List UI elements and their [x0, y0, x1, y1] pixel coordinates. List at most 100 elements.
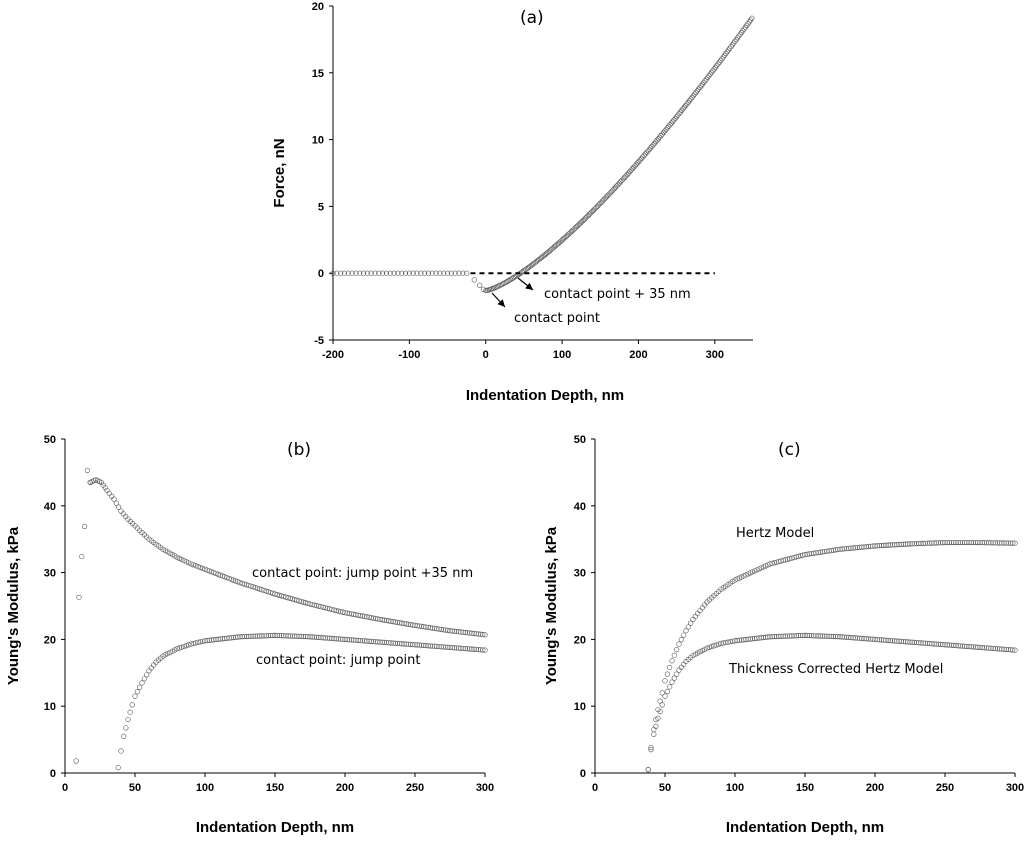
force-point [637, 157, 643, 163]
force-point [623, 173, 629, 179]
x-tick-label: 250 [406, 782, 424, 794]
force-point [719, 56, 725, 62]
force-point [338, 270, 344, 276]
x-tick-label: -200 [322, 349, 344, 361]
force-point [601, 197, 607, 203]
panel-b-points [73, 467, 488, 771]
x-tick-label: 0 [62, 782, 68, 794]
force-point [612, 184, 619, 190]
force-point [464, 270, 470, 276]
y-tick-label: 30 [44, 568, 56, 580]
force-point [659, 131, 665, 137]
force-point [668, 120, 674, 126]
x-tick-label: 100 [726, 782, 744, 794]
modulus-point [204, 567, 210, 573]
force-point [622, 174, 628, 180]
force-point [360, 270, 367, 276]
force-point [583, 215, 589, 221]
force-point [437, 270, 443, 276]
force-point [441, 270, 447, 276]
annotation-jump-point: contact point: jump point [256, 653, 421, 668]
force-point [448, 270, 454, 276]
force-point [658, 133, 664, 139]
arrow-contact-point [491, 292, 506, 308]
force-point [387, 270, 393, 276]
y-tick-label: 0 [50, 768, 56, 780]
modulus-point [226, 575, 232, 582]
modulus-point [1010, 647, 1016, 653]
modulus-point [137, 684, 143, 690]
modulus-point [222, 574, 228, 580]
panel-c-axes: 0 50 100 150 200 250 300 0 10 20 30 40 50 [574, 434, 1024, 794]
modulus-point [141, 676, 147, 682]
modulus-point [480, 647, 486, 653]
force-point [341, 270, 348, 276]
modulus-point [183, 559, 189, 565]
force-point [662, 128, 668, 134]
panel-b-ylabel: Young's Modulus, kPa [5, 526, 22, 685]
force-point [715, 61, 721, 67]
modulus-point [667, 664, 673, 671]
force-point [692, 91, 698, 97]
force-point [741, 26, 747, 32]
force-point [528, 262, 534, 269]
force-point [710, 68, 716, 74]
modulus-point [669, 658, 675, 664]
modulus-point [706, 644, 712, 650]
panel-a-xlabel: Indentation Depth, nm [466, 387, 624, 404]
modulus-point [482, 647, 488, 653]
force-point [607, 190, 613, 196]
force-point [724, 49, 730, 55]
modulus-point [129, 702, 135, 708]
force-point [745, 21, 751, 27]
force-point [590, 207, 597, 213]
force-point [703, 76, 710, 82]
force-point [680, 106, 686, 112]
force-point [738, 29, 745, 36]
modulus-point [202, 566, 208, 572]
panel-c-xlabel: Indentation Depth, nm [726, 819, 884, 836]
x-tick-label: 150 [266, 782, 284, 794]
x-tick-label: 300 [1006, 782, 1024, 794]
force-point [391, 270, 397, 276]
force-point [690, 93, 697, 99]
modulus-point [648, 747, 654, 753]
force-point [645, 148, 651, 154]
x-tick-label: 300 [476, 782, 494, 794]
modulus-point [704, 645, 710, 651]
force-point [599, 198, 606, 204]
modulus-point [480, 631, 486, 638]
force-point [642, 151, 649, 157]
force-point [701, 79, 707, 86]
force-point [620, 176, 626, 182]
modulus-point [645, 767, 651, 773]
x-tick-label: 50 [659, 782, 671, 794]
modulus-point [716, 641, 722, 647]
modulus-point [685, 624, 691, 630]
modulus-point [109, 493, 115, 499]
force-point [527, 263, 533, 270]
force-point [727, 45, 733, 51]
force-point [334, 270, 340, 276]
panel-a-annotations: contact point + 35 nm contact point [514, 287, 691, 326]
modulus-point [655, 715, 661, 721]
force-point [654, 137, 660, 143]
modulus-point [671, 652, 677, 658]
force-point [523, 266, 529, 272]
panel-b-axes: 0 50 100 150 200 250 300 0 10 20 30 40 50 [44, 434, 494, 794]
force-point [747, 17, 754, 23]
panel-b-xlabel: Indentation Depth, nm [196, 819, 354, 836]
force-point [597, 201, 603, 207]
modulus-point [179, 644, 185, 650]
modulus-point [662, 678, 668, 684]
x-tick-label: 50 [129, 782, 141, 794]
modulus-point [664, 671, 670, 677]
annotation-contact-point: contact point [514, 311, 600, 326]
force-point [625, 170, 632, 176]
y-tick-label: 20 [312, 1, 324, 13]
modulus-point [206, 568, 212, 574]
modulus-point [713, 642, 719, 648]
modulus-point [193, 640, 199, 646]
force-point [619, 177, 625, 183]
modulus-point [211, 569, 217, 576]
